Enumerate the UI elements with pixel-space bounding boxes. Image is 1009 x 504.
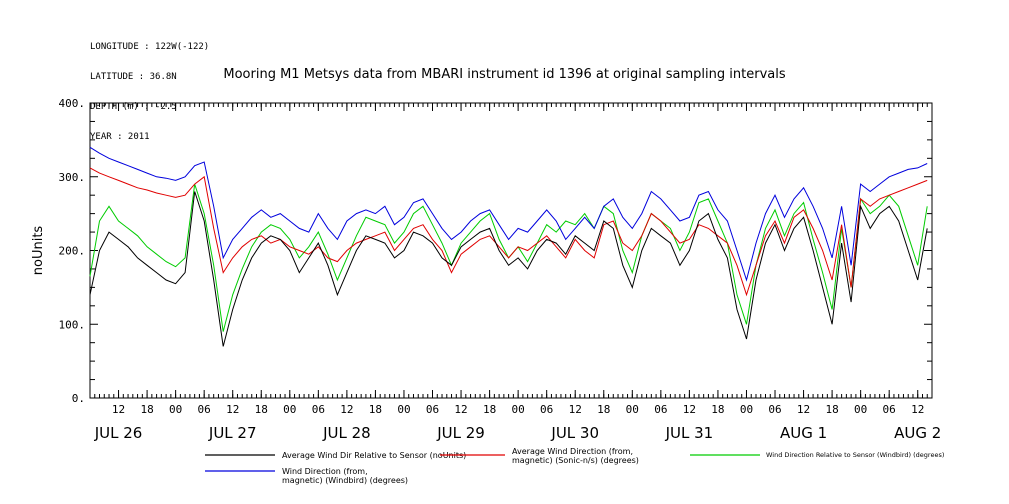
- meta-line-year: YEAR : 2011: [90, 132, 150, 142]
- x-tick-label: 06: [198, 403, 211, 416]
- legend-label-3: Wind Direction Relative to Sensor (Windb…: [766, 451, 944, 459]
- x-tick-label: 18: [255, 403, 268, 416]
- y-tick-label: 300.: [59, 171, 86, 184]
- x-tick-label: 00: [283, 403, 296, 416]
- meta-line-latitude: LATITUDE : 36.8N: [90, 72, 177, 82]
- plot-frame: [89, 102, 933, 399]
- x-date-label: JUL 29: [436, 424, 485, 442]
- legend-label-1: Average Wind Dir Relative to Sensor (noU…: [282, 451, 466, 460]
- legend-label-4: magnetic) (Windbird) (degrees): [282, 476, 408, 485]
- x-tick-label: 12: [454, 403, 467, 416]
- x-tick-label: 06: [540, 403, 553, 416]
- series-line-4: [89, 146, 928, 282]
- x-tick-label: 18: [825, 403, 838, 416]
- x-tick-label: 12: [911, 403, 924, 416]
- x-date-label: JUL 28: [322, 424, 371, 442]
- x-tick-label: 06: [426, 403, 439, 416]
- x-tick-label: 18: [597, 403, 610, 416]
- y-tick-label: 0.: [72, 392, 85, 405]
- x-date-label: AUG 2: [894, 424, 941, 442]
- x-tick-label: 18: [483, 403, 496, 416]
- x-tick-label: 00: [169, 403, 182, 416]
- x-tick-label: 06: [654, 403, 667, 416]
- y-tick-label: 400.: [59, 97, 86, 110]
- x-tick-label: 00: [854, 403, 867, 416]
- x-tick-label: 18: [140, 403, 153, 416]
- legend-label-2: Average Wind Direction (from,: [512, 447, 633, 456]
- chart-title: Mooring M1 Metsys data from MBARI instru…: [223, 67, 786, 82]
- x-tick-label: 12: [112, 403, 125, 416]
- x-date-label: JUL 30: [550, 424, 599, 442]
- x-tick-label: 00: [397, 403, 410, 416]
- legend-label-2: magnetic) (Sonic-n/s) (degrees): [512, 456, 639, 465]
- x-tick-label: 06: [312, 403, 325, 416]
- series-line-1: [89, 191, 928, 347]
- series-line-2: [89, 167, 928, 297]
- x-date-label: AUG 1: [780, 424, 827, 442]
- x-date-label: JUL 31: [665, 424, 714, 442]
- x-tick-label: 12: [340, 403, 353, 416]
- meta-line-longitude: LONGITUDE : 122W(-122): [90, 42, 210, 52]
- x-date-label: JUL 27: [208, 424, 257, 442]
- x-tick-label: 06: [883, 403, 896, 416]
- x-tick-label: 06: [768, 403, 781, 416]
- x-tick-label: 18: [711, 403, 724, 416]
- y-tick-label: 200.: [59, 245, 86, 258]
- x-tick-label: 12: [683, 403, 696, 416]
- x-tick-label: 00: [740, 403, 753, 416]
- y-axis-label: noUnits: [31, 226, 46, 276]
- x-tick-label: 12: [226, 403, 239, 416]
- x-date-label: JUL 26: [94, 424, 143, 442]
- x-tick-label: 00: [512, 403, 525, 416]
- legend-label-4: Wind Direction (from,: [282, 467, 368, 476]
- x-tick-label: 12: [569, 403, 582, 416]
- x-tick-label: 18: [369, 403, 382, 416]
- x-tick-label: 00: [626, 403, 639, 416]
- y-tick-label: 100.: [59, 318, 86, 331]
- x-tick-label: 12: [797, 403, 810, 416]
